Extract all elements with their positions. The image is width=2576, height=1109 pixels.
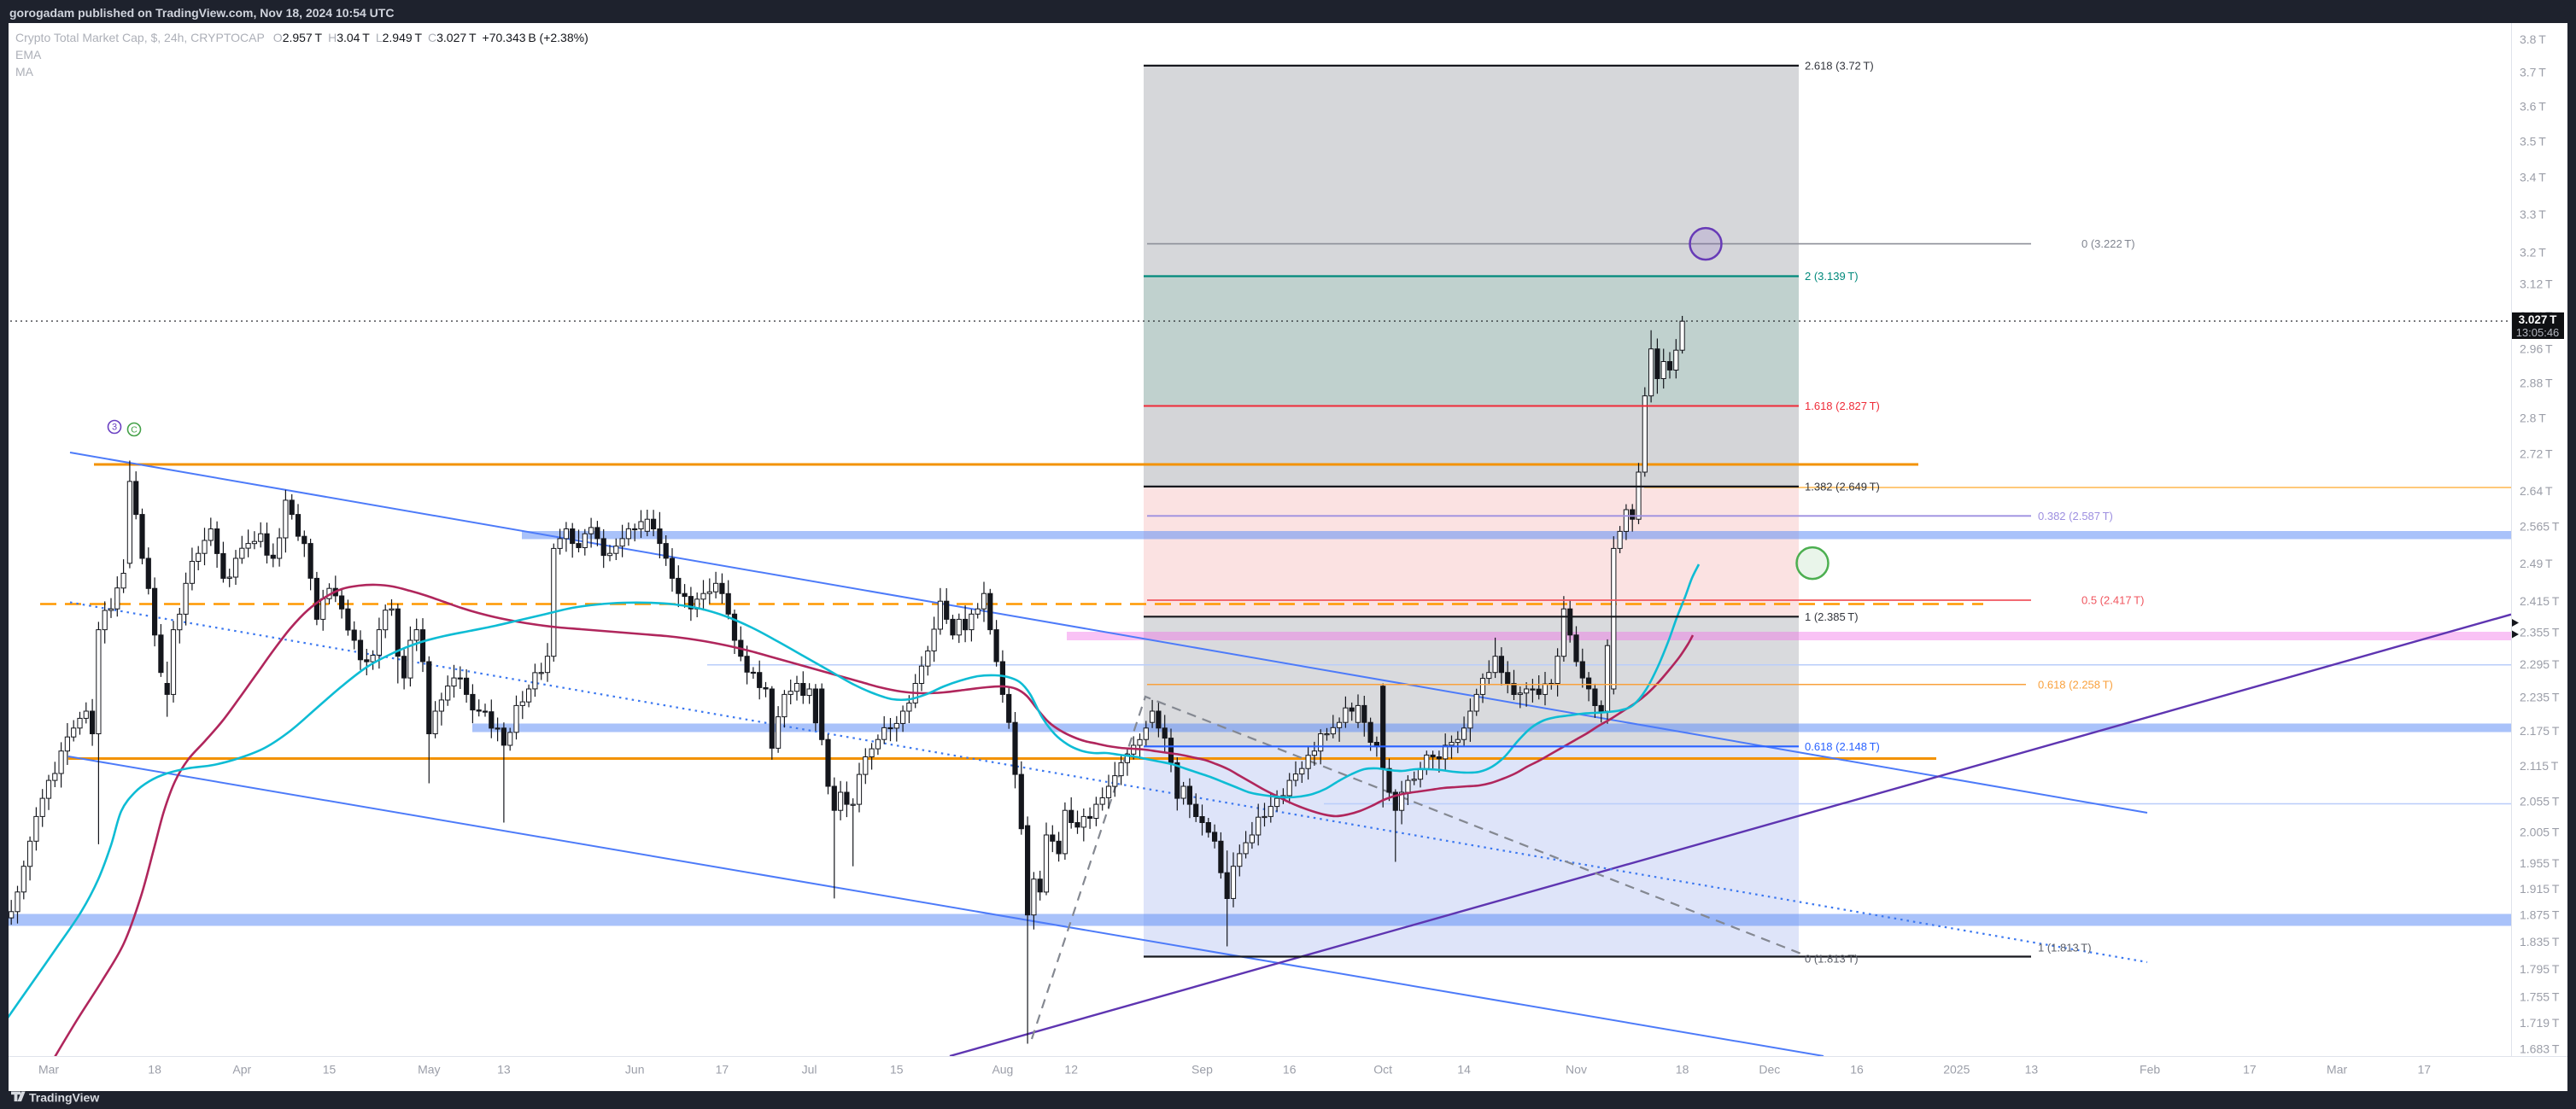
- svg-text:0.5 (2.417 T): 0.5 (2.417 T): [2081, 594, 2144, 607]
- svg-text:3.2 T: 3.2 T: [2520, 246, 2546, 260]
- svg-text:Jun: Jun: [625, 1063, 645, 1077]
- svg-text:3.7 T: 3.7 T: [2520, 66, 2546, 79]
- svg-text:13: 13: [2025, 1063, 2039, 1077]
- svg-text:13:05:46: 13:05:46: [2516, 326, 2560, 339]
- svg-text:1 (1.813 T): 1 (1.813 T): [2038, 942, 2092, 954]
- svg-text:Jul: Jul: [802, 1063, 817, 1077]
- svg-text:2.88 T: 2.88 T: [2520, 376, 2553, 390]
- svg-text:2.295 T: 2.295 T: [2520, 657, 2560, 671]
- svg-text:2.565 T: 2.565 T: [2520, 520, 2560, 534]
- svg-text:3.027 T: 3.027 T: [2519, 313, 2557, 326]
- svg-text:0.618 (2.148 T): 0.618 (2.148 T): [1805, 740, 1880, 753]
- svg-text:Oct: Oct: [1373, 1063, 1392, 1077]
- svg-text:15: 15: [323, 1063, 337, 1077]
- svg-text:2.64 T: 2.64 T: [2520, 484, 2553, 498]
- svg-text:TradingView: TradingView: [29, 1091, 99, 1105]
- svg-text:2.72 T: 2.72 T: [2520, 447, 2553, 461]
- svg-text:3.4 T: 3.4 T: [2520, 171, 2546, 184]
- svg-text:1.683 T: 1.683 T: [2520, 1042, 2560, 1056]
- svg-text:0 (1.813 T): 0 (1.813 T): [1805, 953, 1859, 966]
- svg-text:3.8 T: 3.8 T: [2520, 32, 2546, 46]
- svg-text:0.382 (2.587 T): 0.382 (2.587 T): [2038, 510, 2113, 522]
- svg-text:1.382 (2.649 T): 1.382 (2.649 T): [1805, 480, 1880, 493]
- svg-text:EMA: EMA: [15, 48, 42, 61]
- svg-text:16: 16: [1850, 1063, 1864, 1077]
- svg-text:Aug: Aug: [992, 1063, 1013, 1077]
- svg-text:1.955 T: 1.955 T: [2520, 856, 2560, 870]
- svg-text:Dec: Dec: [1759, 1063, 1780, 1077]
- svg-text:2 (3.139 T): 2 (3.139 T): [1805, 270, 1859, 283]
- svg-text:0 (3.222 T): 0 (3.222 T): [2081, 237, 2135, 250]
- svg-text:2.115 T: 2.115 T: [2520, 759, 2559, 773]
- svg-text:13: 13: [497, 1063, 511, 1077]
- svg-text:3: 3: [112, 423, 117, 433]
- svg-text:Sep: Sep: [1191, 1063, 1213, 1077]
- svg-text:1.719 T: 1.719 T: [2520, 1016, 2560, 1030]
- svg-text:16: 16: [1283, 1063, 1297, 1077]
- svg-text:2.618 (3.72 T): 2.618 (3.72 T): [1805, 59, 1874, 72]
- svg-text:Crypto Total Market Cap, $, 24: Crypto Total Market Cap, $, 24h, CRYPTOC…: [15, 31, 588, 44]
- svg-text:2.055 T: 2.055 T: [2520, 795, 2560, 808]
- svg-text:Mar: Mar: [2327, 1063, 2347, 1077]
- svg-text:18: 18: [1676, 1063, 1689, 1077]
- svg-text:Mar: Mar: [38, 1063, 59, 1077]
- svg-text:1.835 T: 1.835 T: [2520, 935, 2560, 948]
- svg-text:2.8 T: 2.8 T: [2520, 411, 2546, 424]
- svg-text:15: 15: [890, 1063, 904, 1077]
- svg-text:1.755 T: 1.755 T: [2520, 990, 2560, 1004]
- svg-text:2.005 T: 2.005 T: [2520, 825, 2560, 838]
- svg-text:2.96 T: 2.96 T: [2520, 342, 2553, 356]
- svg-text:1 (2.385 T): 1 (2.385 T): [1805, 610, 1859, 623]
- svg-text:1.875 T: 1.875 T: [2520, 908, 2560, 922]
- svg-text:May: May: [418, 1063, 440, 1077]
- svg-text:17: 17: [2243, 1063, 2257, 1077]
- svg-text:1.618 (2.827 T): 1.618 (2.827 T): [1805, 400, 1880, 412]
- svg-text:C: C: [131, 425, 138, 435]
- svg-text:3.5 T: 3.5 T: [2520, 134, 2546, 148]
- svg-text:2.49 T: 2.49 T: [2520, 557, 2553, 570]
- svg-text:3.3 T: 3.3 T: [2520, 207, 2546, 221]
- svg-text:3.12 T: 3.12 T: [2520, 277, 2553, 290]
- svg-text:1.795 T: 1.795 T: [2520, 962, 2560, 976]
- svg-text:12: 12: [1064, 1063, 1078, 1077]
- svg-text:17: 17: [2418, 1063, 2432, 1077]
- svg-text:2025: 2025: [1943, 1063, 1970, 1077]
- svg-text:MA: MA: [15, 65, 34, 79]
- svg-text:Nov: Nov: [1566, 1063, 1587, 1077]
- svg-text:gorogadam published on Trading: gorogadam published on TradingView.com, …: [9, 6, 394, 20]
- svg-text:0.618 (2.258 T): 0.618 (2.258 T): [2038, 678, 2113, 691]
- svg-text:2.235 T: 2.235 T: [2520, 691, 2560, 704]
- svg-text:14: 14: [1457, 1063, 1471, 1077]
- svg-text:1.915 T: 1.915 T: [2520, 882, 2560, 896]
- svg-text:Feb: Feb: [2140, 1063, 2160, 1077]
- svg-text:17: 17: [716, 1063, 729, 1077]
- svg-text:2.175 T: 2.175 T: [2520, 724, 2560, 738]
- svg-text:2.415 T: 2.415 T: [2520, 594, 2560, 608]
- svg-text:18: 18: [148, 1063, 161, 1077]
- svg-text:3.6 T: 3.6 T: [2520, 100, 2546, 114]
- svg-text:2.355 T: 2.355 T: [2520, 626, 2560, 639]
- svg-text:Apr: Apr: [232, 1063, 251, 1077]
